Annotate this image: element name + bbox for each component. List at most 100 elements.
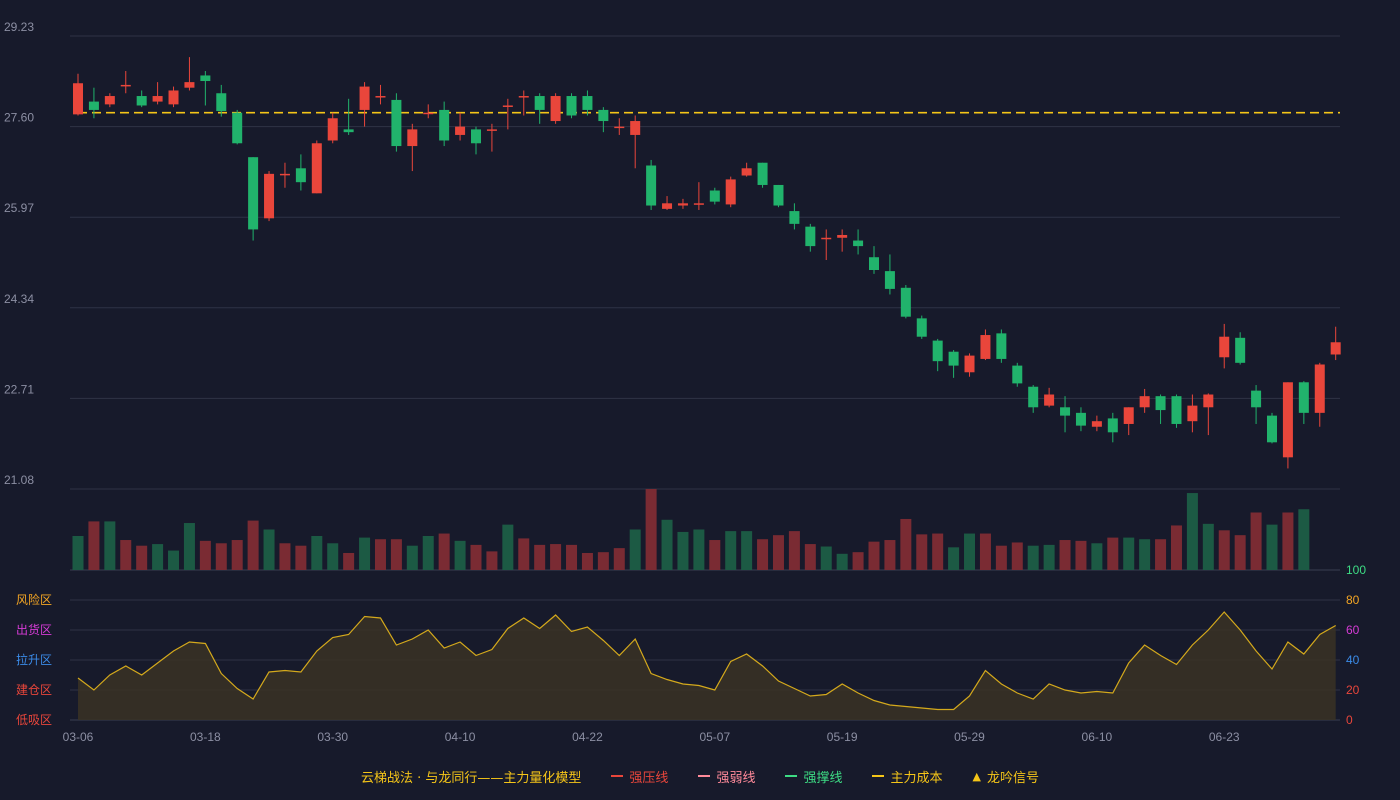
volume-bar	[1155, 539, 1167, 570]
volume-bar	[390, 539, 402, 570]
volume-bar	[645, 489, 657, 570]
volume-bar	[550, 544, 562, 570]
candle-body	[73, 83, 83, 115]
candle-body	[152, 96, 163, 102]
candle-body	[1267, 415, 1277, 443]
price-tick-label: 29.23	[4, 20, 34, 34]
legend-label: 龙吟信号	[986, 770, 1039, 786]
volume-bar	[104, 521, 116, 570]
volume-bar	[741, 531, 753, 570]
candle-body	[805, 226, 816, 247]
volume-bar	[868, 541, 880, 570]
volume-bar	[72, 535, 84, 570]
candle-body	[343, 129, 354, 133]
candle-body	[1187, 405, 1198, 422]
candle-body	[518, 96, 529, 98]
date-tick-label: 04-22	[572, 730, 603, 744]
candle-body	[1171, 396, 1182, 424]
volume-bars	[72, 489, 1310, 570]
candle-body	[168, 90, 179, 105]
volume-bar	[1011, 542, 1023, 570]
candle-body	[646, 165, 657, 206]
volume-bar	[247, 520, 259, 570]
candle-body	[916, 318, 927, 337]
axis-labels: 29.23 27.60 25.97 24.34 22.71 21.08 0 20 40 60 80 1…	[4, 20, 1366, 744]
candle-body	[869, 257, 879, 271]
volume-bar	[1107, 537, 1119, 570]
candle-body	[757, 162, 768, 185]
volume-bar	[1218, 530, 1230, 570]
volume-bar	[88, 521, 100, 570]
date-tick-label: 05-07	[699, 730, 730, 744]
candle-body	[184, 82, 195, 88]
date-tick-label: 03-18	[190, 730, 221, 744]
oscillator-tick-label: 20	[1346, 683, 1360, 697]
volume-bar	[231, 540, 243, 570]
candle-body	[264, 173, 275, 219]
legend-swatch	[872, 775, 885, 777]
volume-bar	[215, 543, 227, 570]
candle-body	[1044, 394, 1055, 406]
zone-label: 低吸区	[16, 713, 52, 727]
candle-body	[582, 96, 593, 110]
candle-body	[1219, 336, 1230, 358]
price-tick-label: 25.97	[4, 201, 34, 215]
oscillator-line	[77, 611, 1336, 711]
candle-body	[884, 271, 895, 289]
volume-bar	[1234, 535, 1246, 570]
chart-legend: 云梯战法 · 与龙同行——主力量化模型 强压线 强弱线 强撑线 主力成本 ▲ 龙吟信号	[0, 766, 1400, 786]
candle-body	[534, 96, 545, 110]
volume-bar	[725, 531, 737, 570]
candle-body	[550, 96, 561, 122]
zone-label: 拉升区	[16, 652, 52, 667]
volume-bar	[820, 546, 832, 570]
candle-body	[980, 335, 991, 359]
legend-item: ▲ 龙吟信号	[972, 767, 1038, 786]
volume-bar	[948, 547, 960, 570]
candle-body	[837, 234, 848, 238]
candle-body	[455, 126, 466, 135]
volume-bar	[836, 553, 848, 570]
date-tick-label: 04-10	[445, 730, 476, 744]
volume-bar	[152, 544, 164, 570]
candle-body	[964, 355, 975, 373]
candle-body	[677, 203, 688, 206]
price-tick-label: 24.34	[4, 292, 34, 306]
volume-bar	[534, 544, 546, 570]
volume-bar	[566, 544, 578, 570]
candle-body	[630, 121, 641, 135]
candle-body	[1251, 390, 1262, 408]
volume-bar	[199, 540, 211, 570]
candle-body	[232, 112, 243, 144]
candle-body	[120, 84, 131, 87]
volume-bar	[327, 543, 339, 570]
candle-body	[1107, 418, 1118, 433]
volume-bar	[1170, 525, 1182, 570]
candle-body	[200, 75, 211, 82]
volume-bar	[804, 544, 816, 570]
volume-bar	[279, 543, 291, 570]
candle-body	[88, 101, 99, 110]
candle-body	[853, 240, 864, 247]
volume-bar	[772, 535, 784, 570]
volume-bar	[1139, 539, 1151, 570]
candle-body	[216, 93, 227, 112]
volume-bar	[343, 552, 355, 570]
volume-bar	[677, 531, 689, 570]
candle-body	[1075, 412, 1086, 426]
volume-bar	[932, 533, 944, 570]
volume-bar	[1186, 493, 1198, 570]
candle-body	[423, 112, 434, 115]
volume-bar	[852, 552, 864, 570]
volume-bar	[1075, 540, 1087, 570]
zone-label: 建仓区	[16, 683, 52, 697]
price-tick-label: 21.08	[4, 473, 34, 487]
date-tick-label: 05-29	[954, 730, 985, 744]
volume-bar	[120, 540, 132, 570]
volume-bar	[1027, 545, 1039, 570]
legend-label: 强压线	[629, 770, 669, 786]
candle-body	[1091, 421, 1102, 427]
candle-body	[471, 129, 481, 144]
candle-body	[725, 179, 736, 205]
